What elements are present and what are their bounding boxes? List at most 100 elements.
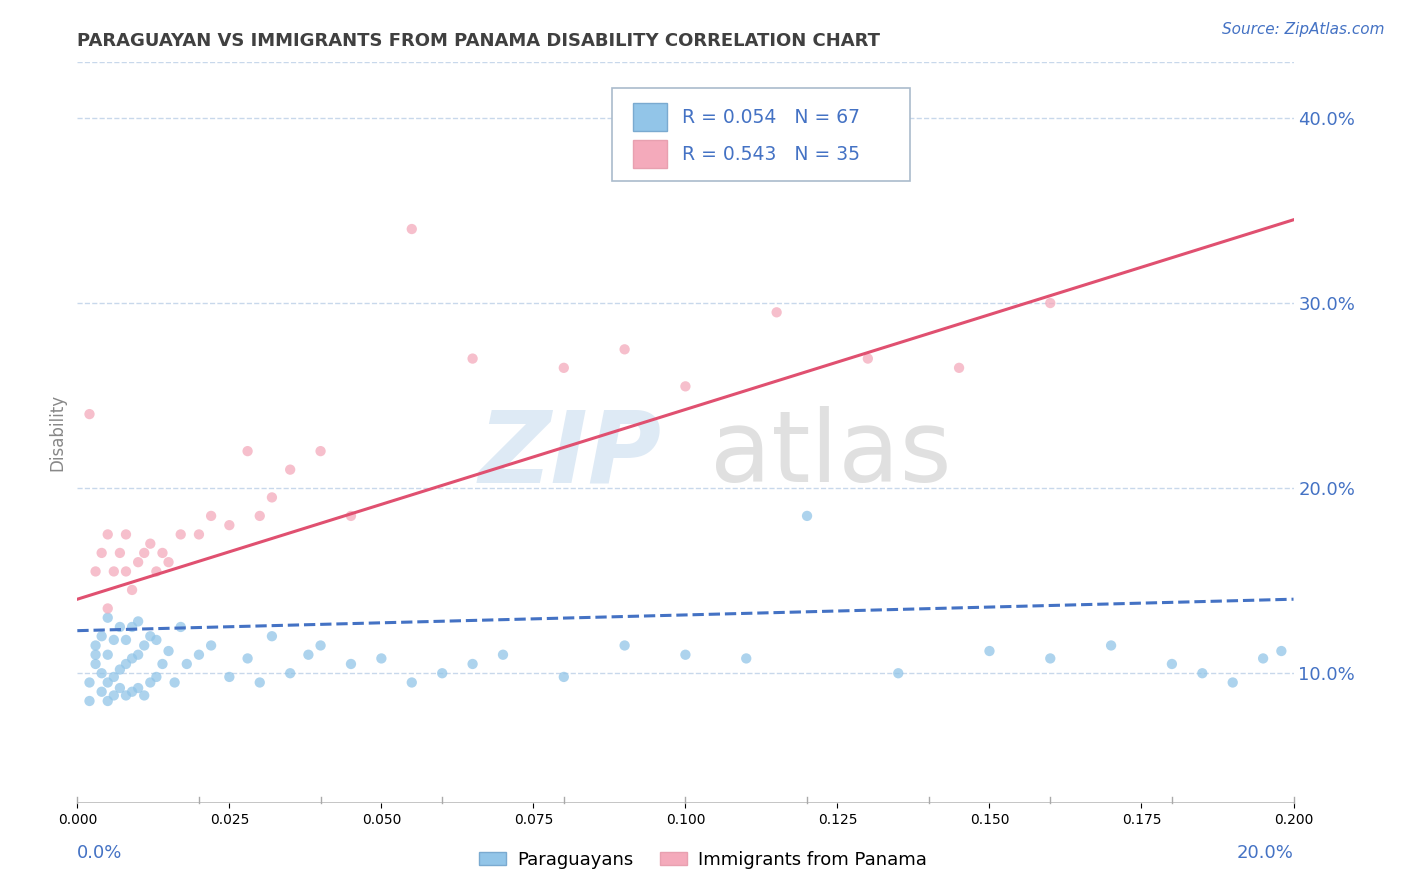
Point	[145, 670, 167, 684]
Point	[90, 666, 112, 681]
Legend: Paraguayans, Immigrants from Panama: Paraguayans, Immigrants from Panama	[472, 844, 934, 876]
Point	[139, 675, 162, 690]
Point	[200, 508, 222, 523]
Point	[97, 610, 120, 624]
Point	[115, 632, 138, 647]
Point	[121, 685, 143, 699]
Point	[79, 694, 101, 708]
Text: ZIP: ZIP	[478, 407, 661, 503]
Point	[309, 639, 332, 653]
Point	[1039, 296, 1062, 310]
Point	[121, 582, 143, 597]
Point	[249, 508, 271, 523]
Point	[370, 651, 392, 665]
FancyBboxPatch shape	[613, 88, 911, 181]
Point	[115, 689, 138, 703]
Point	[145, 632, 167, 647]
Point	[1191, 666, 1213, 681]
Point	[163, 675, 186, 690]
Point	[553, 360, 575, 375]
Point	[127, 681, 149, 695]
Point	[765, 305, 787, 319]
Point	[134, 546, 156, 560]
Point	[97, 601, 120, 615]
Point	[1222, 675, 1244, 690]
Point	[134, 639, 156, 653]
Point	[1099, 639, 1122, 653]
Point	[401, 675, 423, 690]
Point	[157, 555, 180, 569]
Point	[176, 657, 198, 671]
Point	[297, 648, 319, 662]
FancyBboxPatch shape	[633, 103, 668, 131]
Point	[108, 620, 131, 634]
Point	[170, 527, 193, 541]
Point	[103, 689, 125, 703]
Text: R = 0.054   N = 67: R = 0.054 N = 67	[682, 108, 860, 127]
Point	[461, 351, 484, 366]
Point	[90, 685, 112, 699]
Text: R = 0.543   N = 35: R = 0.543 N = 35	[682, 145, 860, 164]
Point	[1251, 651, 1274, 665]
Text: Source: ZipAtlas.com: Source: ZipAtlas.com	[1222, 22, 1385, 37]
Point	[115, 565, 138, 579]
Point	[84, 639, 107, 653]
Point	[103, 565, 125, 579]
Point	[735, 651, 758, 665]
Point	[553, 670, 575, 684]
Y-axis label: Disability: Disability	[48, 394, 66, 471]
Point	[200, 639, 222, 653]
Point	[145, 565, 167, 579]
Point	[170, 620, 193, 634]
Text: atlas: atlas	[710, 407, 952, 503]
Point	[979, 644, 1001, 658]
Point	[461, 657, 484, 671]
Point	[97, 694, 120, 708]
Point	[152, 546, 174, 560]
Point	[613, 343, 636, 357]
Point	[134, 689, 156, 703]
Point	[115, 527, 138, 541]
Point	[121, 651, 143, 665]
Point	[79, 675, 101, 690]
Point	[249, 675, 271, 690]
Point	[260, 491, 283, 505]
Point	[108, 663, 131, 677]
Point	[675, 379, 697, 393]
Point	[675, 648, 697, 662]
Point	[97, 648, 120, 662]
Point	[90, 546, 112, 560]
Point	[492, 648, 515, 662]
Point	[103, 632, 125, 647]
Text: 20.0%: 20.0%	[1237, 844, 1294, 862]
Point	[260, 629, 283, 643]
Point	[796, 508, 818, 523]
Point	[115, 657, 138, 671]
Point	[121, 620, 143, 634]
Text: 0.0%: 0.0%	[77, 844, 122, 862]
Point	[401, 222, 423, 236]
Point	[278, 666, 301, 681]
Point	[84, 565, 107, 579]
Point	[79, 407, 101, 421]
Point	[430, 666, 453, 681]
FancyBboxPatch shape	[633, 140, 668, 169]
Point	[887, 666, 910, 681]
Point	[84, 657, 107, 671]
Point	[139, 629, 162, 643]
Point	[127, 648, 149, 662]
Point	[188, 648, 211, 662]
Point	[613, 639, 636, 653]
Point	[236, 444, 259, 458]
Point	[103, 670, 125, 684]
Point	[236, 651, 259, 665]
Point	[340, 657, 363, 671]
Point	[127, 555, 149, 569]
Point	[90, 629, 112, 643]
Point	[139, 536, 162, 550]
Point	[84, 648, 107, 662]
Text: PARAGUAYAN VS IMMIGRANTS FROM PANAMA DISABILITY CORRELATION CHART: PARAGUAYAN VS IMMIGRANTS FROM PANAMA DIS…	[77, 32, 880, 50]
Point	[188, 527, 211, 541]
Point	[1039, 651, 1062, 665]
Point	[340, 508, 363, 523]
